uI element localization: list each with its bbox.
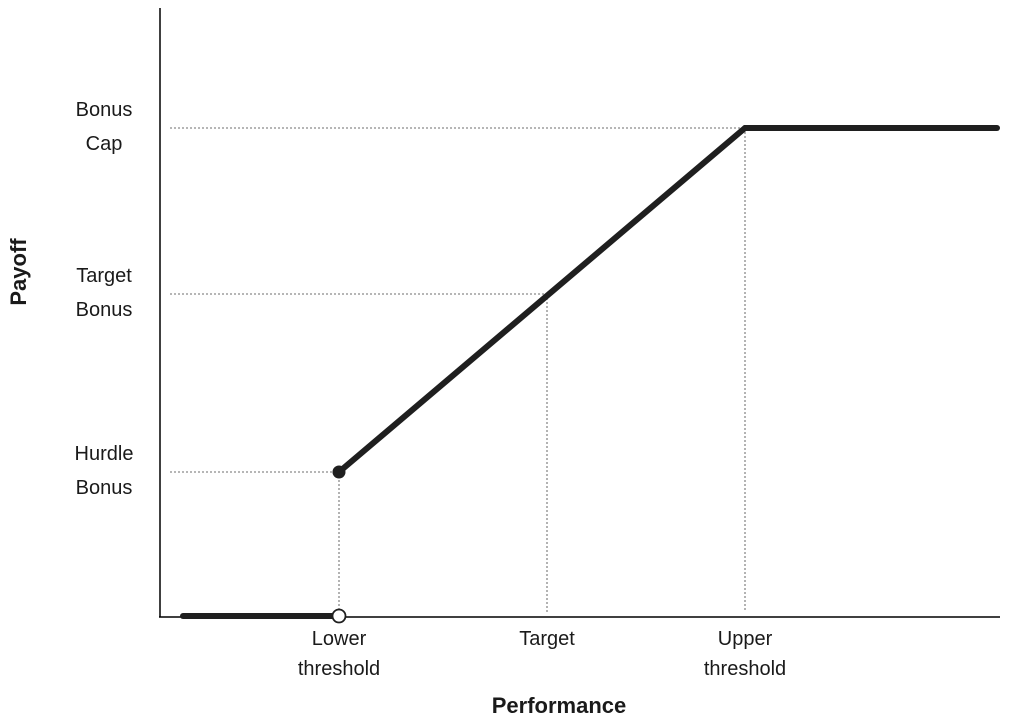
y-tick-cap: Bonus Cap xyxy=(76,99,133,155)
x-axis-title: Performance xyxy=(492,693,627,718)
y-axis-title: Payoff xyxy=(6,238,31,306)
y-tick-hurdle: Hurdle Bonus xyxy=(75,443,134,499)
payoff-markers xyxy=(331,465,347,624)
x-tick-target: Target xyxy=(519,628,575,650)
open-marker xyxy=(331,608,347,624)
x-tick-lower: Lower threshold xyxy=(298,628,380,680)
filled-marker xyxy=(332,465,346,479)
x-tick-labels: Lower threshold Target Upper threshold xyxy=(298,628,786,680)
guide-lines xyxy=(170,127,746,612)
segment-incentive-range xyxy=(336,125,748,475)
x-tick-upper: Upper threshold xyxy=(704,628,786,680)
y-tick-target_bonus: Target Bonus xyxy=(76,265,133,321)
y-tick-labels: Bonus Cap Target Bonus Hurdle Bonus xyxy=(75,99,134,499)
payoff-line xyxy=(180,125,1000,619)
